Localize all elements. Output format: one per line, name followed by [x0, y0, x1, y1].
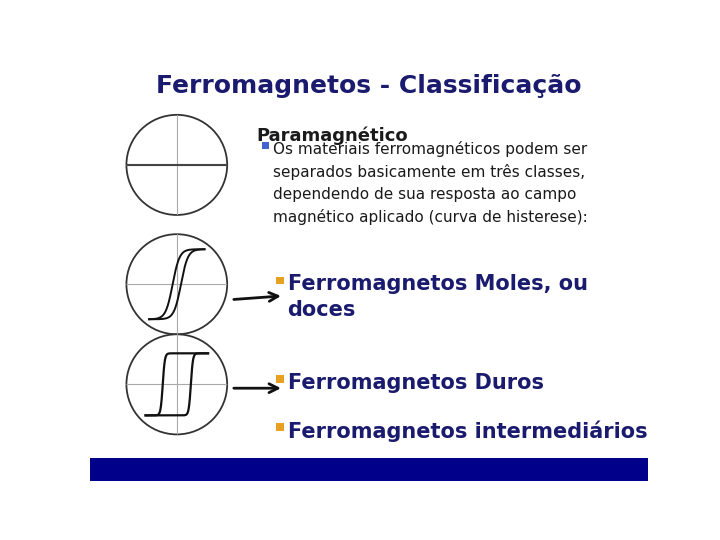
Text: Paramagnético: Paramagnético	[256, 126, 408, 145]
Text: Ferromagnetos - Classificação: Ferromagnetos - Classificação	[156, 75, 582, 98]
Text: Ferromagnetos intermediários: Ferromagnetos intermediários	[287, 421, 647, 442]
Text: Ferromagnetos Duros: Ferromagnetos Duros	[287, 373, 544, 393]
Bar	[262, 142, 269, 149]
Text: Ferromagnetos Moles, ou
doces: Ferromagnetos Moles, ou doces	[287, 274, 588, 320]
Text: Introdução ao Magnetismo  -  UNICAMP 2015: Introdução ao Magnetismo - UNICAMP 2015	[96, 463, 377, 476]
Ellipse shape	[127, 334, 228, 434]
Bar	[90, 457, 648, 481]
Text: Os materiais ferromagnéticos podem ser
separados basicamente em três classes,
de: Os materiais ferromagnéticos podem ser s…	[273, 141, 588, 225]
Bar	[276, 276, 284, 284]
Ellipse shape	[127, 115, 228, 215]
Ellipse shape	[127, 234, 228, 334]
Bar	[276, 423, 284, 430]
Bar	[276, 375, 284, 383]
